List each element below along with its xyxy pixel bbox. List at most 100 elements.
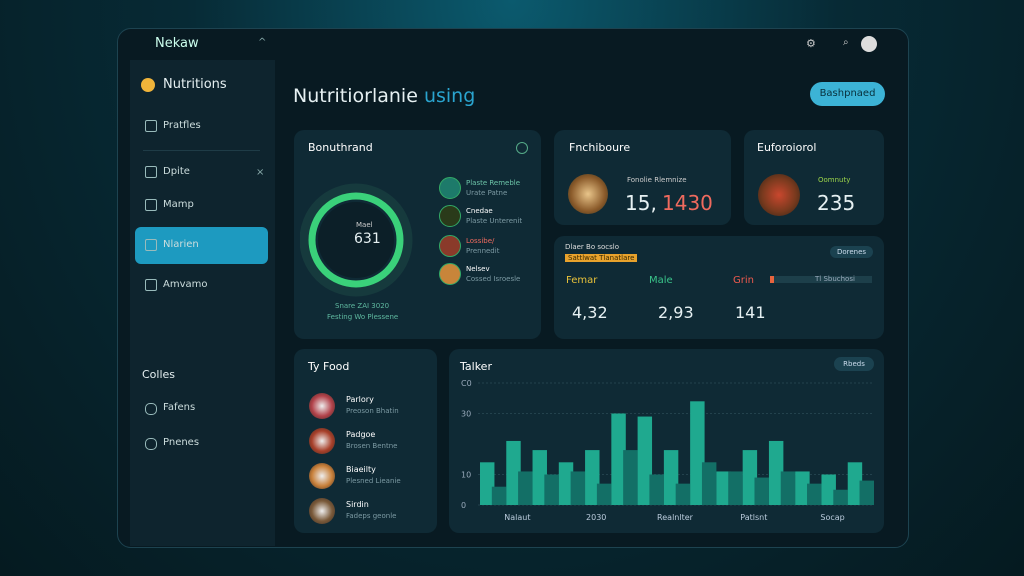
ring <box>300 183 413 297</box>
card-title: Bonuthrand <box>308 141 373 154</box>
card-value: 15, <box>625 191 657 215</box>
card-title: Ty Food <box>308 360 350 373</box>
avatar[interactable] <box>861 36 877 52</box>
card-title: Dlaer Bo socslo <box>565 243 619 251</box>
nav-item[interactable]: Nlarien <box>163 239 199 250</box>
food-image <box>758 174 800 216</box>
bar <box>833 489 848 505</box>
bar <box>807 483 822 505</box>
bar <box>570 471 586 505</box>
card-value: 235 <box>817 191 856 215</box>
chart-title: Talker <box>460 360 492 373</box>
bar <box>859 480 874 505</box>
column-name: Femar <box>566 275 598 286</box>
x-tick-label: 2030 <box>586 513 606 522</box>
column-value: 141 <box>735 303 766 322</box>
bar <box>585 450 600 505</box>
bar <box>795 471 810 505</box>
close-icon[interactable]: × <box>256 167 265 178</box>
bar <box>506 440 521 505</box>
card-title: Fnchiboure <box>569 141 631 154</box>
food-name[interactable]: Padgoe <box>346 430 376 439</box>
nav-item[interactable]: Pratfles <box>163 120 201 131</box>
food-sub: Brosen Bentne <box>346 442 398 450</box>
nav-item[interactable]: Pnenes <box>163 437 200 448</box>
ring-arc <box>308 192 404 288</box>
brand-icon <box>141 78 155 92</box>
bar <box>491 486 507 505</box>
food-sub: Fadeps geonle <box>346 512 397 520</box>
column-value: 2,93 <box>658 303 694 322</box>
settings-icon[interactable]: ⚙ <box>806 37 816 50</box>
y-tick-label: 0 <box>461 501 466 510</box>
bar <box>675 483 691 505</box>
card-sub: Oomnuty <box>818 176 851 184</box>
sidebar <box>130 60 275 546</box>
active-item-bg <box>135 227 268 264</box>
legend-icon <box>439 235 461 257</box>
y-tick-label: 30 <box>461 410 471 419</box>
nav-icon <box>145 239 157 251</box>
nav-icon <box>145 166 157 178</box>
page-title: Nutritiorlanie using <box>293 85 475 107</box>
nav-item[interactable]: Fafens <box>163 402 196 413</box>
column-value: 4,32 <box>572 303 608 322</box>
food-thumb <box>309 393 335 419</box>
ring-value: 631 <box>354 231 381 247</box>
bar <box>663 450 679 505</box>
x-tick-label: Patlsnt <box>740 513 767 522</box>
bar <box>847 462 863 505</box>
x-tick-label: Realnlter <box>657 513 694 522</box>
tag: Sattlwat Tlanatlare <box>565 254 638 262</box>
bar <box>558 462 574 505</box>
bar <box>780 471 796 505</box>
chart-button[interactable]: Rbeds <box>834 357 874 371</box>
food-image <box>568 174 608 214</box>
nav-icon <box>145 199 157 211</box>
food-thumb <box>309 463 335 489</box>
bar <box>623 450 638 505</box>
legend-icon <box>439 205 461 227</box>
nav-item[interactable]: Mamp <box>163 199 194 210</box>
card-title: Euforoiorol <box>757 141 817 154</box>
bar <box>690 401 705 505</box>
bar <box>754 477 769 505</box>
nav-icon <box>145 438 157 450</box>
card-button[interactable]: Dorenes <box>830 246 873 258</box>
card-value-accent: 1430 <box>662 191 713 215</box>
legend-icon <box>439 177 461 199</box>
bar <box>611 413 626 505</box>
card-sub: Fonolie Rlemnize <box>627 176 687 184</box>
nav-item[interactable]: Amvamo <box>163 279 208 290</box>
legend-sub: Cossed Isroesle <box>466 275 521 283</box>
nav-item[interactable]: Dpite <box>163 166 190 177</box>
column-name: Male <box>649 275 673 286</box>
logo[interactable]: Nekaw <box>155 36 199 51</box>
food-name[interactable]: Parlory <box>346 395 374 404</box>
brand[interactable]: Nutritions <box>163 77 227 92</box>
legend-name: Lossibe/ <box>466 237 495 245</box>
ring-center <box>318 202 394 278</box>
legend-sub: Urate Patne <box>466 189 508 197</box>
bar <box>596 483 612 505</box>
header-button[interactable]: Bashpnaed <box>810 82 885 106</box>
legend-sub: Plaste Unterenit <box>466 217 523 225</box>
bar <box>637 416 653 505</box>
food-name[interactable]: Biaeilty <box>346 465 376 474</box>
ring-label: Mael <box>356 221 373 229</box>
food-thumb <box>309 498 335 524</box>
column-name: Grin <box>733 275 754 286</box>
food-thumb <box>309 428 335 454</box>
chevron[interactable]: ^ <box>258 37 267 48</box>
legend-sub: Prennedit <box>466 247 500 255</box>
progress-label: Tl Sbuchosi <box>815 275 855 283</box>
bar <box>480 462 495 505</box>
legend-name: Plaste Remeble <box>466 179 521 187</box>
bar <box>532 450 547 505</box>
search-icon[interactable]: ⌕ <box>843 37 849 48</box>
ring-track <box>300 183 413 297</box>
bar <box>768 440 784 505</box>
food-name[interactable]: Sirdin <box>346 500 369 509</box>
info-icon[interactable] <box>516 142 528 154</box>
